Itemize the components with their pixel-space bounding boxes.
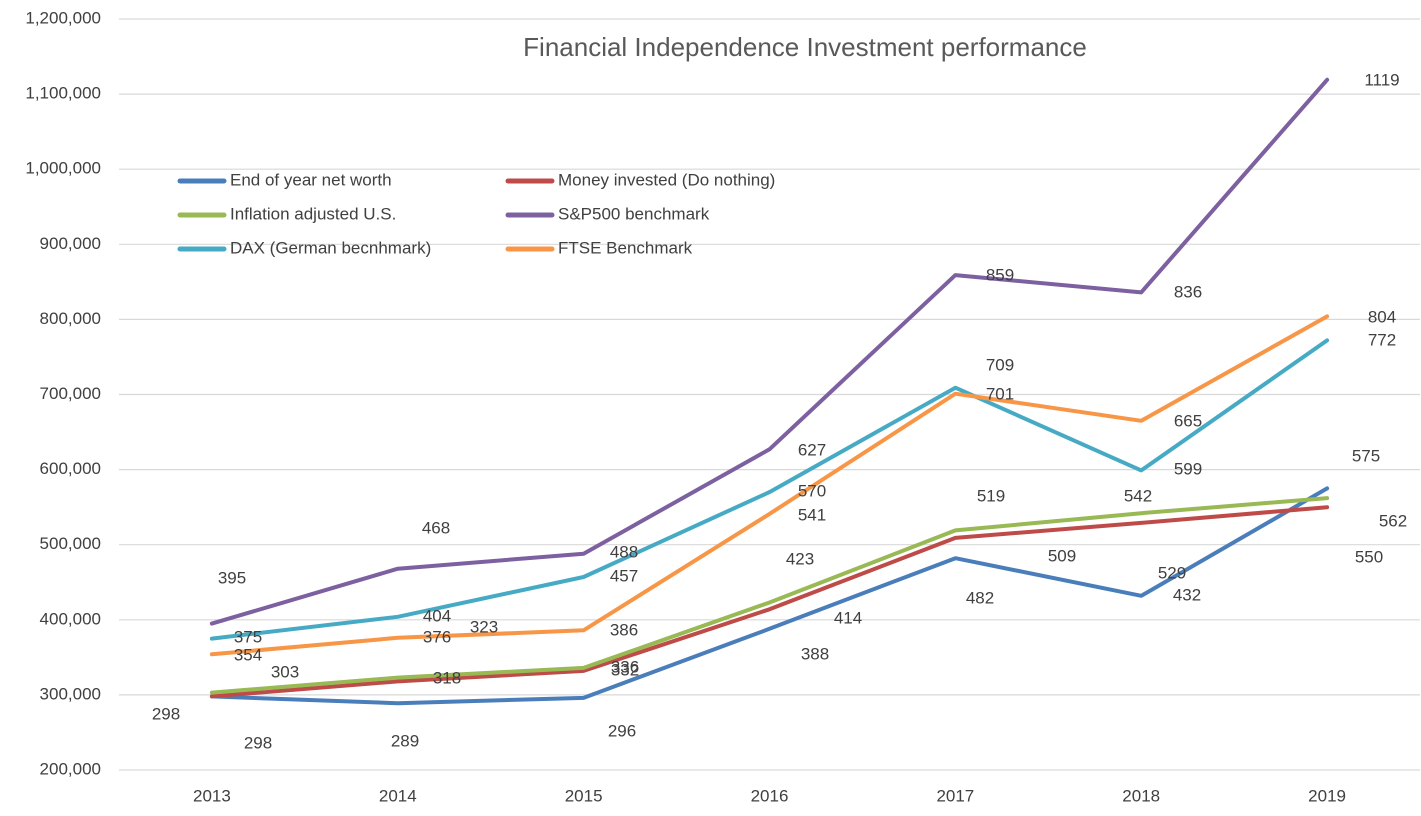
series-line [209, 77, 1330, 626]
legend-label: S&P500 benchmark [558, 204, 710, 223]
data-label: 468 [422, 518, 450, 537]
y-tick-label: 900,000 [40, 234, 101, 253]
x-tick-label: 2016 [751, 786, 789, 805]
data-label: 1119 [1364, 70, 1399, 89]
data-label: 457 [610, 566, 638, 585]
data-label: 375 [234, 627, 262, 646]
data-label: 772 [1368, 330, 1396, 349]
series-line [209, 505, 1330, 699]
data-label: 575 [1352, 446, 1380, 465]
data-label: 432 [1173, 585, 1201, 604]
series-line [209, 338, 1330, 641]
legend-label: DAX (German becnhmark) [230, 238, 431, 257]
data-label: 332 [611, 660, 639, 679]
series-line [209, 314, 1330, 657]
y-tick-label: 600,000 [40, 459, 101, 478]
data-label: 709 [986, 355, 1014, 374]
data-label: 289 [391, 731, 419, 750]
data-label: 323 [470, 617, 498, 636]
y-tick-label: 1,000,000 [25, 159, 101, 178]
x-tick-label: 2013 [193, 786, 231, 805]
data-label: 550 [1355, 547, 1383, 566]
data-label: 423 [786, 549, 814, 568]
data-label: 298 [244, 733, 272, 752]
data-label: 836 [1174, 282, 1202, 301]
y-tick-label: 500,000 [40, 534, 101, 553]
data-label: 303 [271, 662, 299, 681]
data-label: 488 [610, 542, 638, 561]
x-tick-label: 2018 [1122, 786, 1160, 805]
legend-label: FTSE Benchmark [558, 238, 693, 257]
data-label: 570 [798, 481, 826, 500]
data-label: 482 [966, 588, 994, 607]
chart-title: Financial Independence Investment perfor… [523, 32, 1087, 62]
y-tick-label: 1,200,000 [25, 8, 101, 27]
data-label: 665 [1174, 411, 1202, 430]
data-label: 509 [1048, 546, 1076, 565]
data-label: 296 [608, 721, 636, 740]
data-label: 542 [1124, 486, 1152, 505]
legend-label: Money invested (Do nothing) [558, 170, 775, 189]
y-tick-label: 700,000 [40, 384, 101, 403]
data-label: 318 [433, 668, 461, 687]
y-tick-label: 300,000 [40, 684, 101, 703]
series-line [209, 486, 1330, 706]
data-label: 376 [423, 627, 451, 646]
x-tick-label: 2017 [936, 786, 974, 805]
data-label: 599 [1174, 459, 1202, 478]
data-label: 519 [977, 486, 1005, 505]
data-label: 388 [801, 644, 829, 663]
data-label: 541 [798, 505, 826, 524]
y-tick-label: 400,000 [40, 609, 101, 628]
data-label: 354 [234, 645, 262, 664]
data-label: 859 [986, 265, 1014, 284]
data-label: 701 [986, 384, 1014, 403]
data-label: 414 [834, 608, 862, 627]
legend-label: Inflation adjusted U.S. [230, 204, 396, 223]
series-line [209, 496, 1330, 695]
x-tick-label: 2019 [1308, 786, 1346, 805]
data-label: 562 [1379, 511, 1407, 530]
y-tick-label: 800,000 [40, 309, 101, 328]
data-label: 804 [1368, 307, 1396, 326]
data-label: 529 [1158, 563, 1186, 582]
data-label: 627 [798, 440, 826, 459]
data-label: 395 [218, 568, 246, 587]
data-label: 386 [610, 620, 638, 639]
x-tick-label: 2015 [565, 786, 603, 805]
y-tick-label: 1,100,000 [25, 84, 101, 103]
data-label: 404 [423, 606, 451, 625]
legend-label: End of year net worth [230, 170, 392, 189]
data-label: 298 [152, 704, 180, 723]
data-label: 336 [611, 657, 639, 676]
y-tick-label: 200,000 [40, 759, 101, 778]
x-tick-label: 2014 [379, 786, 417, 805]
